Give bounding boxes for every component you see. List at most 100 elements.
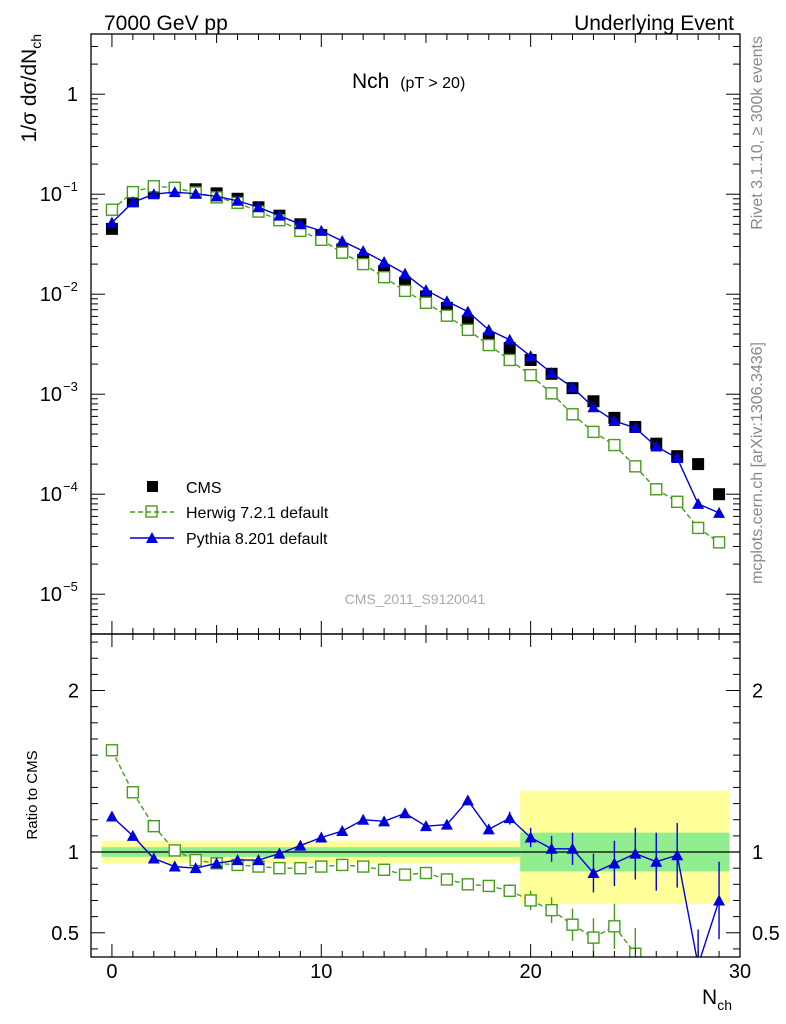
main-y-tick-label: 10 (40, 284, 62, 306)
main-y-axis-title: 1/σ dσ/dNch (18, 34, 44, 142)
herwig-ratio-marker (377, 863, 391, 876)
pythia-ratio-marker (189, 862, 202, 874)
main-y-tick-label: 10 (40, 584, 62, 606)
ratio-y-tick-label-left: 1 (68, 842, 79, 864)
pythia-main-line-segment (174, 191, 196, 195)
pythia-ratio-marker (273, 847, 286, 859)
main-panel-frame: 110−110−210−310−410−5 (40, 33, 741, 635)
herwig-ratio-marker (587, 931, 600, 944)
header-right: Underlying Event (574, 12, 734, 35)
ratio-panel-frame: 0.5 0.51 12 20 10 20 30 (51, 633, 780, 983)
pythia-main-marker (105, 216, 118, 228)
pythia-ratio-marker (419, 820, 432, 832)
pythia-main-marker (419, 284, 432, 296)
pythia-main-marker (252, 201, 265, 213)
pythia-main-marker (189, 187, 202, 199)
legend: CMS Herwig 7.2.1 default Pythia 8.201 de… (130, 480, 329, 548)
pythia-main-marker (147, 188, 160, 200)
pythia-ratio-marker (231, 854, 244, 866)
main-y-tick-exponent: −2 (63, 279, 78, 294)
cms-data-point (503, 341, 516, 354)
pythia-ratio-line-segment (425, 823, 447, 827)
pythia-main-marker (524, 350, 537, 362)
x-tick-label: 10 (310, 961, 332, 983)
herwig-main-marker (105, 203, 119, 216)
herwig-ratio-marker (294, 861, 307, 875)
legend-marker-cms (147, 481, 158, 492)
pythia-ratio-marker (399, 807, 412, 819)
herwig-ratio-marker (440, 873, 454, 886)
legend-label-cms: CMS (186, 480, 222, 497)
main-y-tick-label: 10 (40, 184, 62, 206)
herwig-main-marker (712, 536, 726, 549)
rivet-version-label: Rivet 3.1.10, ≥ 300k events (749, 36, 766, 230)
pythia-main-marker (482, 323, 495, 335)
pythia-ratio-marker (440, 818, 453, 830)
herwig-ratio-marker (545, 903, 558, 917)
herwig-main-marker (566, 408, 579, 421)
main-y-tick-exponent: −1 (63, 179, 78, 194)
x-axis-title: Nch (702, 986, 732, 1013)
pythia-main-marker (692, 497, 705, 509)
pythia-main-marker (503, 333, 516, 345)
herwig-ratio-marker (503, 884, 516, 897)
pythia-main-marker (336, 235, 349, 247)
herwig-ratio-marker (398, 868, 412, 881)
legend-label-pythia: Pythia 8.201 default (186, 531, 328, 548)
pythia-main-marker (713, 506, 726, 518)
herwig-ratio-marker (419, 866, 433, 880)
pythia-ratio-line-segment (700, 900, 720, 957)
herwig-ratio-marker (524, 894, 537, 907)
x-tick-label: 0 (106, 961, 117, 983)
herwig-main-marker (503, 353, 516, 367)
herwig-main-marker (650, 483, 663, 496)
pythia-ratio-marker (482, 823, 495, 835)
x-axis-label: N (702, 986, 717, 1009)
herwig-main-marker (126, 185, 140, 199)
main-y-tick-exponent: −5 (63, 579, 78, 594)
pythia-ratio-marker (713, 894, 726, 906)
herwig-ratio-line-segment (111, 749, 134, 793)
pythia-main-marker (273, 209, 286, 221)
herwig-main-marker (419, 296, 433, 310)
main-y-tick-exponent: −3 (63, 379, 78, 394)
herwig-ratio-marker (356, 860, 370, 873)
pythia-ratio-marker (252, 854, 265, 866)
ratio-y-tick-label-left: 0.5 (51, 923, 79, 945)
herwig-main-marker (482, 338, 495, 352)
herwig-ratio-marker (461, 878, 475, 891)
herwig-main-marker (356, 257, 370, 271)
herwig-main-marker (524, 368, 537, 382)
pythia-main-marker (378, 255, 391, 267)
pythia-ratio-marker (378, 815, 391, 827)
main-y-tick-label: 10 (40, 384, 62, 406)
pythia-main-marker (671, 452, 684, 464)
pythia-ratio-marker (650, 855, 663, 867)
pythia-main-line-segment (153, 191, 175, 195)
pythia-main-marker (608, 414, 621, 426)
legend-marker-pythia (146, 532, 158, 543)
herwig-ratio-marker (273, 861, 286, 875)
pythia-ratio-marker (168, 860, 181, 872)
herwig-main-marker (691, 521, 705, 535)
x-tick-label: 20 (520, 961, 542, 983)
ratio-y-tick-label-left: 2 (68, 681, 79, 703)
pythia-ratio-marker (336, 825, 349, 837)
ratio-panel-background (91, 790, 740, 904)
main-title: Nch (352, 70, 389, 93)
main-title-group: Nch (pT > 20) (352, 70, 465, 93)
pythia-main-marker (461, 305, 474, 317)
main-y-axis-label-sub: ch (28, 34, 44, 49)
pythia-ratio-marker (210, 857, 223, 869)
pythia-main-marker (440, 295, 453, 307)
pythia-main-marker (545, 366, 558, 378)
pythia-main-marker (168, 186, 181, 198)
pythia-ratio-marker (461, 794, 474, 806)
pythia-ratio-line-segment (174, 865, 196, 869)
main-y-tick-label: 10 (40, 484, 62, 506)
pythia-main-marker (587, 401, 600, 413)
ratio-y-tick-label-right: 1 (752, 842, 763, 864)
ratio-y-tick-label-right: 2 (752, 681, 763, 703)
pythia-ratio-marker (147, 852, 160, 864)
